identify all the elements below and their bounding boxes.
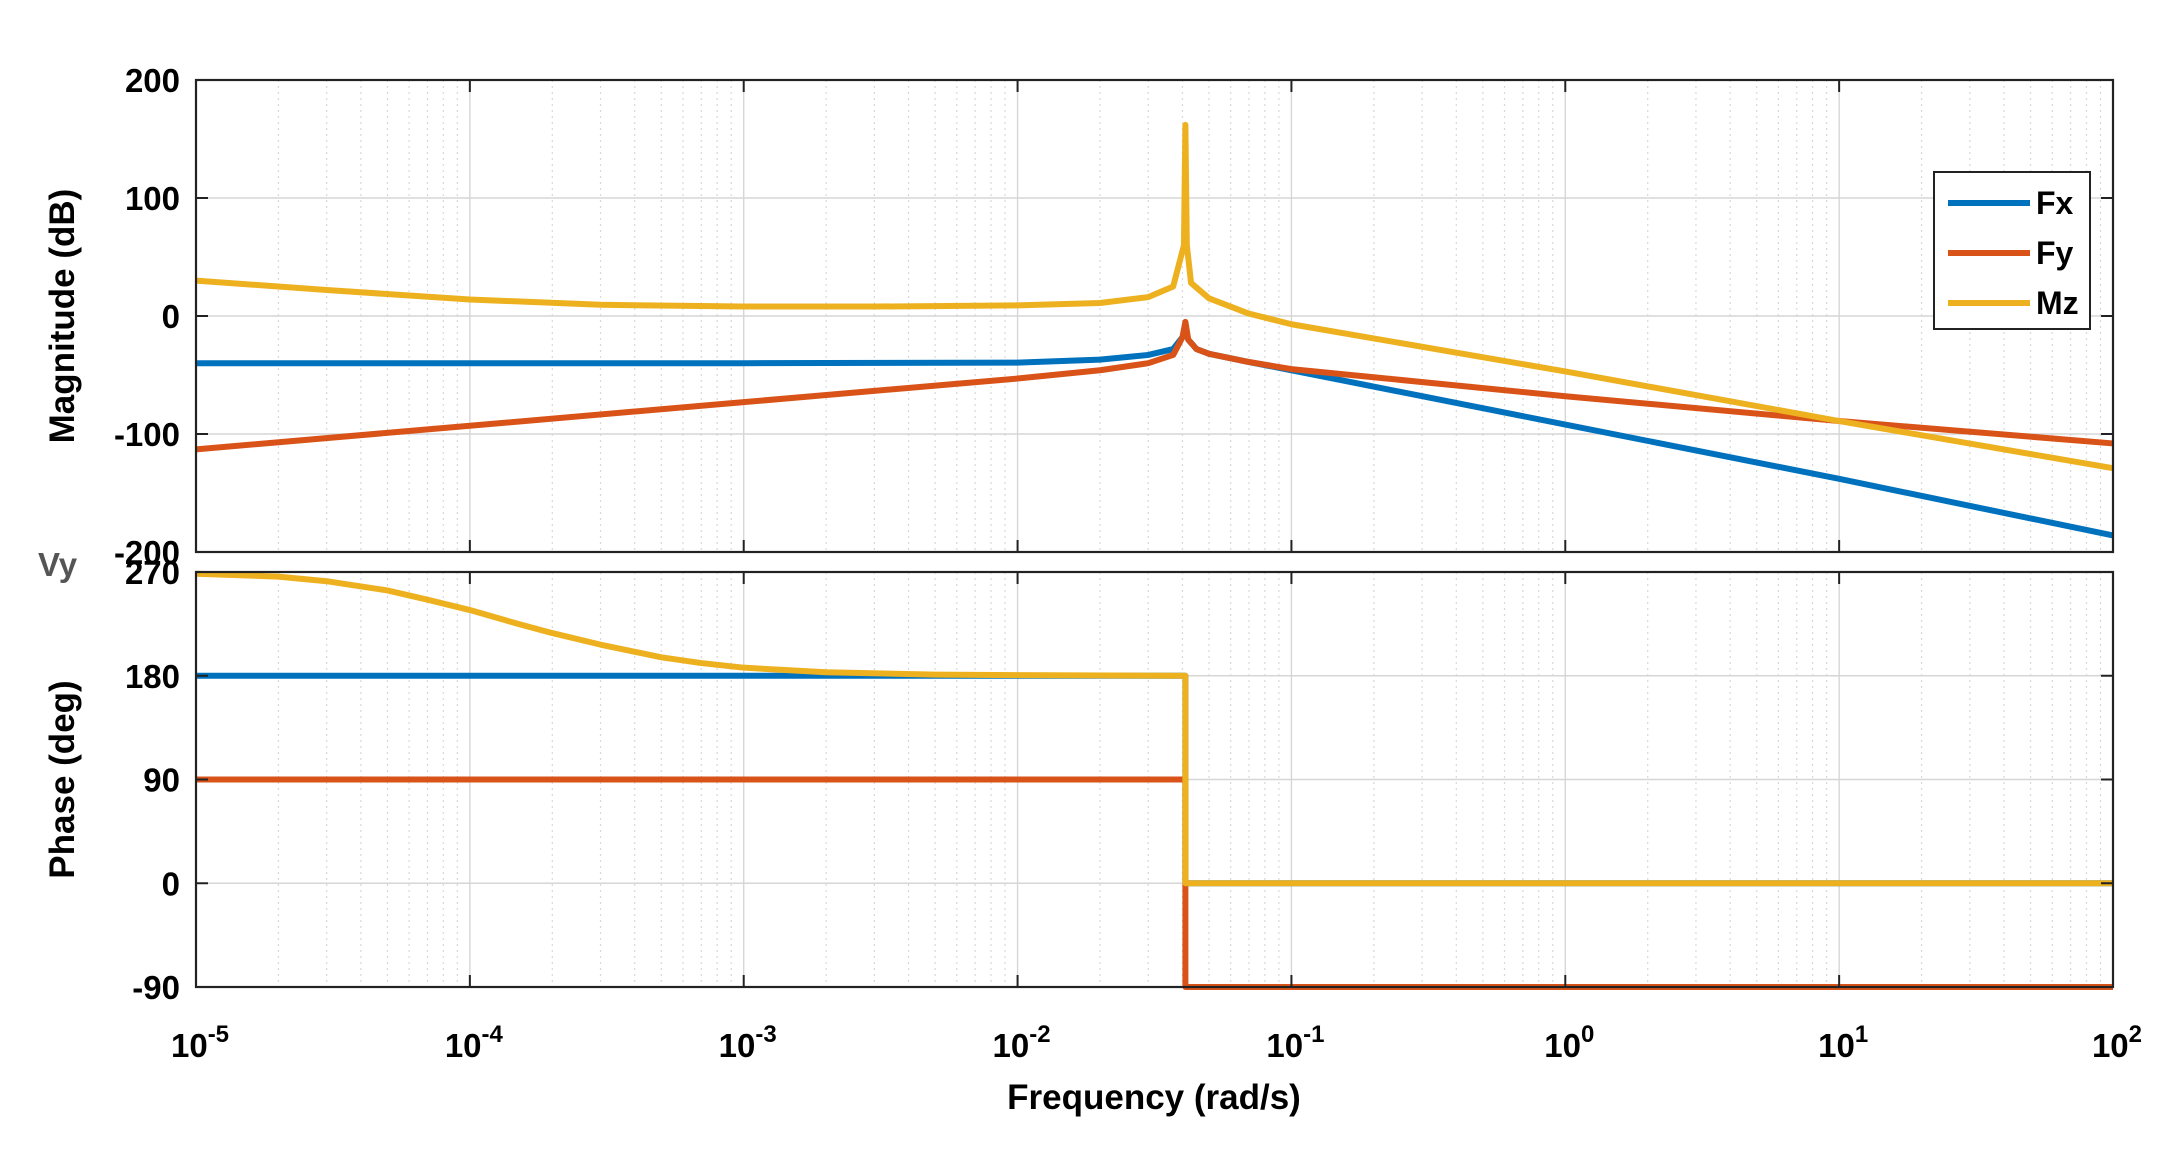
- y-tick-label: 180: [125, 658, 180, 695]
- magnitude-tick-marks: [195, 79, 2114, 553]
- io-channel-label: Vy: [38, 546, 78, 583]
- phase-panel: 270 180 90 0 -90 Phase (deg): [43, 554, 2115, 1006]
- series-line-mz: [195, 121, 2114, 472]
- series-line-mz: [195, 570, 2113, 887]
- legend-label-fx: Fx: [2036, 185, 2074, 221]
- x-tick-exponent: 2: [2129, 1021, 2142, 1048]
- y-tick-label: 100: [125, 180, 180, 217]
- y-tick-label: 270: [125, 554, 180, 591]
- legend: Fx Fy Mz: [1933, 171, 2091, 330]
- phase-series-group: [195, 570, 2113, 990]
- phase-tick-marks: [195, 571, 2114, 988]
- x-tick-base: 10: [1818, 1027, 1855, 1064]
- x-tick-base: 10: [993, 1027, 1030, 1064]
- magnitude-panel: 200 100 0 -100 -200 Magnitude (dB): [43, 62, 2115, 571]
- x-tick-base: 10: [445, 1027, 482, 1064]
- magnitude-series-group: [195, 121, 2114, 539]
- x-tick-base: 10: [2092, 1027, 2129, 1064]
- y-tick-label: -100: [114, 416, 180, 453]
- x-tick-base: 10: [1544, 1027, 1581, 1064]
- x-tick-labels: 10-5 10-4 10-3 10-2 10-1 100 101 102: [171, 1021, 2142, 1064]
- magnitude-y-tick-labels: 200 100 0 -100 -200: [114, 62, 180, 571]
- phase-y-axis-label: Phase (deg): [43, 680, 82, 878]
- x-tick-label: 10-3: [719, 1021, 777, 1064]
- y-tick-label: -200: [114, 534, 180, 571]
- x-tick-exponent: -5: [208, 1021, 229, 1048]
- x-tick-exponent: -3: [755, 1021, 776, 1048]
- x-tick-label: 10-1: [1266, 1021, 1324, 1064]
- y-tick-label: 90: [143, 762, 180, 799]
- x-tick-exponent: -2: [1029, 1021, 1050, 1048]
- phase-y-tick-labels: 270 180 90 0 -90: [125, 554, 180, 1006]
- y-tick-label: 200: [125, 62, 180, 99]
- x-tick-base: 10: [719, 1027, 756, 1064]
- legend-label-fy: Fy: [2036, 235, 2074, 271]
- x-tick-base: 10: [1266, 1027, 1303, 1064]
- y-tick-label: 0: [162, 298, 180, 335]
- legend-label-mz: Mz: [2036, 285, 2079, 321]
- x-tick-label: 101: [1818, 1021, 1868, 1064]
- magnitude-y-axis-label: Magnitude (dB): [43, 189, 82, 444]
- x-tick-label: 10-5: [171, 1021, 229, 1064]
- x-tick-label: 102: [2092, 1021, 2142, 1064]
- legend-items: Fx Fy Mz: [1948, 185, 2079, 321]
- y-tick-label: 0: [162, 865, 180, 902]
- x-tick-exponent: 0: [1581, 1021, 1594, 1048]
- series-line-fy: [195, 318, 2114, 453]
- y-tick-label: -90: [132, 969, 180, 1006]
- x-tick-exponent: -1: [1303, 1021, 1324, 1048]
- x-tick-base: 10: [171, 1027, 208, 1064]
- x-tick-label: 10-4: [445, 1021, 504, 1064]
- x-axis-label: Frequency (rad/s): [1007, 1078, 1301, 1117]
- x-tick-label: 100: [1544, 1021, 1594, 1064]
- magnitude-grid: [195, 79, 2114, 553]
- x-tick-label: 10-2: [993, 1021, 1051, 1064]
- x-tick-exponent: 1: [1855, 1021, 1868, 1048]
- x-tick-exponent: -4: [482, 1021, 504, 1048]
